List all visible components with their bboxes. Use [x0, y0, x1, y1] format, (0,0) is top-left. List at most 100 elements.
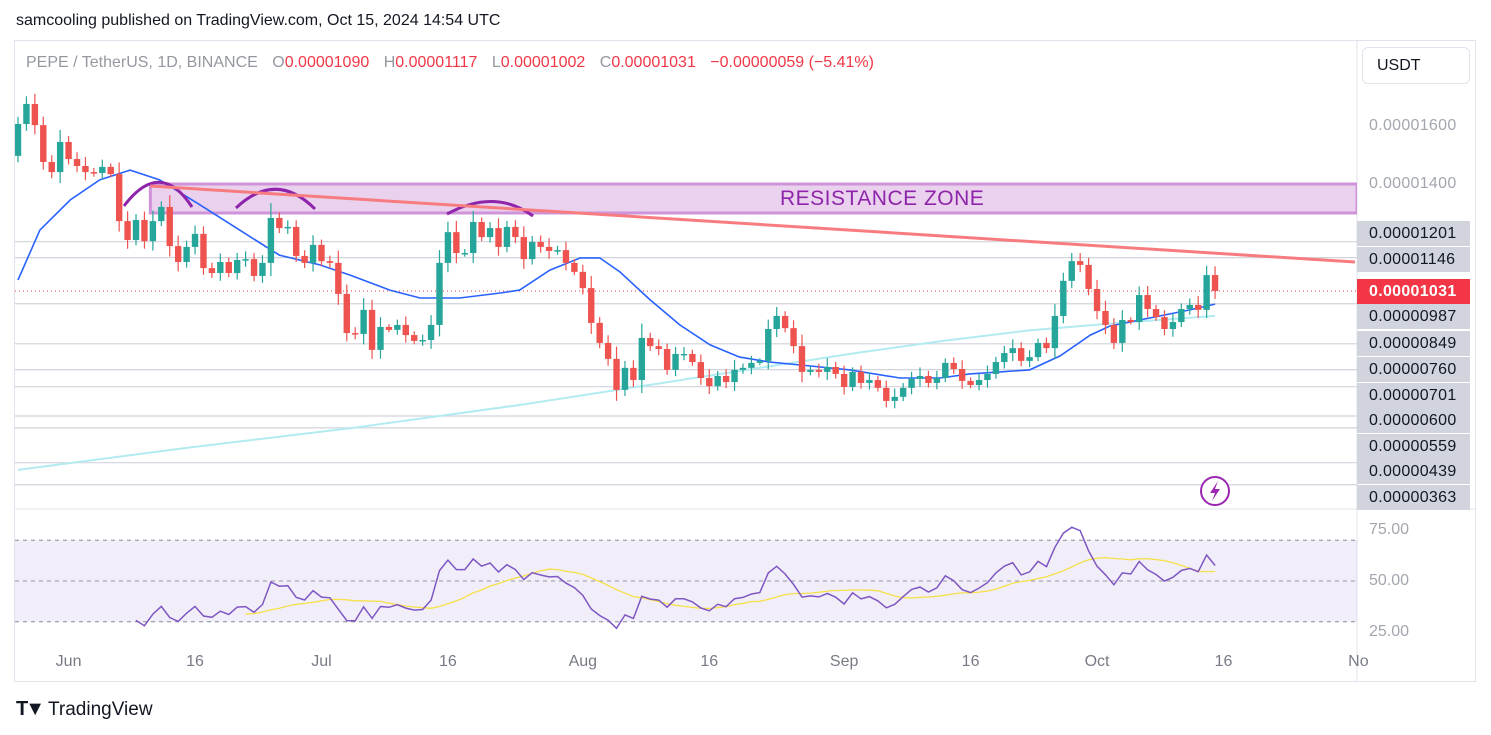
- candle-down: [31, 103, 39, 126]
- time-tick-label: Jun: [55, 653, 82, 670]
- candle-down: [208, 268, 216, 274]
- candle-down: [857, 371, 865, 383]
- candle-down: [722, 375, 730, 383]
- high-value: 0.00001117: [395, 54, 478, 71]
- ma-slow-line: [17, 314, 1216, 471]
- candle-up: [1051, 315, 1059, 349]
- candle-down: [478, 221, 485, 238]
- low-label: L: [491, 54, 501, 71]
- candle-up: [1034, 342, 1042, 358]
- arc-annotation: [122, 180, 194, 208]
- trendline: [150, 184, 1356, 264]
- candle-up: [942, 362, 949, 379]
- candle-down: [40, 125, 47, 162]
- candle-up: [419, 340, 426, 342]
- level-price-label: 0.00001201: [1357, 221, 1470, 246]
- candle-up: [259, 262, 266, 276]
- candle-down: [613, 358, 620, 390]
- candle-down: [512, 226, 519, 238]
- candle-down: [301, 255, 308, 263]
- candle-down: [385, 326, 393, 330]
- candle-up: [149, 221, 157, 242]
- level-price-label: 0.00000987: [1357, 304, 1470, 329]
- candle-up: [427, 324, 435, 341]
- candle-up: [765, 329, 772, 361]
- currency-button[interactable]: USDT: [1362, 47, 1470, 84]
- candle-up: [984, 373, 991, 381]
- rsi-tick-label: 25.00: [1369, 623, 1410, 640]
- candle-up: [233, 259, 241, 274]
- candle-up: [191, 233, 199, 247]
- time-tick-label: Aug: [568, 653, 598, 670]
- candle-up: [183, 246, 190, 263]
- time-tick-label: 16: [961, 653, 980, 670]
- candle-down: [1085, 264, 1092, 289]
- candle-down: [663, 349, 671, 370]
- candle-down: [874, 380, 882, 388]
- candle-up: [1009, 348, 1016, 354]
- candle-up: [360, 309, 367, 334]
- candle-up: [891, 396, 898, 401]
- time-tick-label: 16: [700, 653, 719, 670]
- rsi-line: [135, 526, 1216, 630]
- level-price-label: 0.00000760: [1357, 357, 1470, 383]
- candle-up: [1169, 322, 1177, 329]
- candle-down: [647, 337, 654, 347]
- candle-down: [343, 293, 350, 334]
- open-label: O: [272, 54, 285, 71]
- candle-down: [73, 159, 81, 167]
- candle-up: [807, 369, 814, 372]
- candle-up: [638, 337, 646, 381]
- ohlc-legend: PEPE / TetherUS, 1D, BINANCE O0.00001090…: [26, 54, 874, 72]
- candle-up: [1135, 295, 1143, 323]
- candle-up: [1001, 353, 1008, 363]
- symbol-title[interactable]: PEPE / TetherUS, 1D, BINANCE: [26, 54, 258, 71]
- level-price-label: 0.00000701: [1357, 382, 1470, 408]
- time-tick-label: Jul: [311, 653, 332, 670]
- candle-down: [537, 242, 544, 247]
- candle-up: [866, 380, 873, 383]
- change-value: −0.00000059 (−5.41%): [710, 54, 874, 71]
- time-tick-label: 16: [439, 653, 457, 670]
- candle-down: [815, 369, 823, 372]
- candle-down: [958, 369, 966, 381]
- moving-averages: [17, 169, 1216, 471]
- candle-down: [65, 141, 72, 160]
- candle-up: [1068, 261, 1075, 281]
- candle-up: [908, 378, 915, 388]
- candle-down: [115, 174, 123, 222]
- candle-down: [166, 206, 173, 247]
- candle-down: [832, 366, 839, 374]
- candle-up: [933, 378, 941, 383]
- candle-down: [1195, 304, 1202, 310]
- candle-down: [1144, 295, 1151, 309]
- level-price-label: 0.00000439: [1357, 459, 1470, 485]
- level-price-label: 0.00000559: [1357, 433, 1470, 459]
- tradingview-logo[interactable]: T▼ TradingView: [16, 698, 153, 721]
- candle-up: [849, 371, 856, 387]
- candle-up: [56, 141, 64, 173]
- candle-up: [529, 242, 536, 260]
- candle-up: [554, 250, 561, 252]
- candle-down: [1161, 317, 1168, 329]
- candle-down: [402, 324, 409, 336]
- candle-down: [925, 375, 932, 383]
- candle-down: [655, 346, 662, 350]
- lightning-icon[interactable]: [1200, 476, 1230, 506]
- candle-up: [377, 326, 384, 350]
- candle-down: [790, 328, 797, 347]
- candle-down: [604, 342, 612, 359]
- candle-down: [1211, 275, 1219, 292]
- candle-down: [689, 353, 696, 363]
- current-price-label: 0.00001031: [1357, 278, 1470, 304]
- open-value: 0.00001090: [284, 54, 370, 71]
- candle-down: [200, 233, 207, 269]
- candle-up: [503, 226, 511, 247]
- high-label: H: [383, 54, 396, 71]
- candle-down: [798, 346, 806, 372]
- candle-down: [82, 166, 89, 173]
- candle-up: [748, 362, 755, 368]
- candle-down: [352, 333, 359, 335]
- candle-down: [90, 172, 98, 174]
